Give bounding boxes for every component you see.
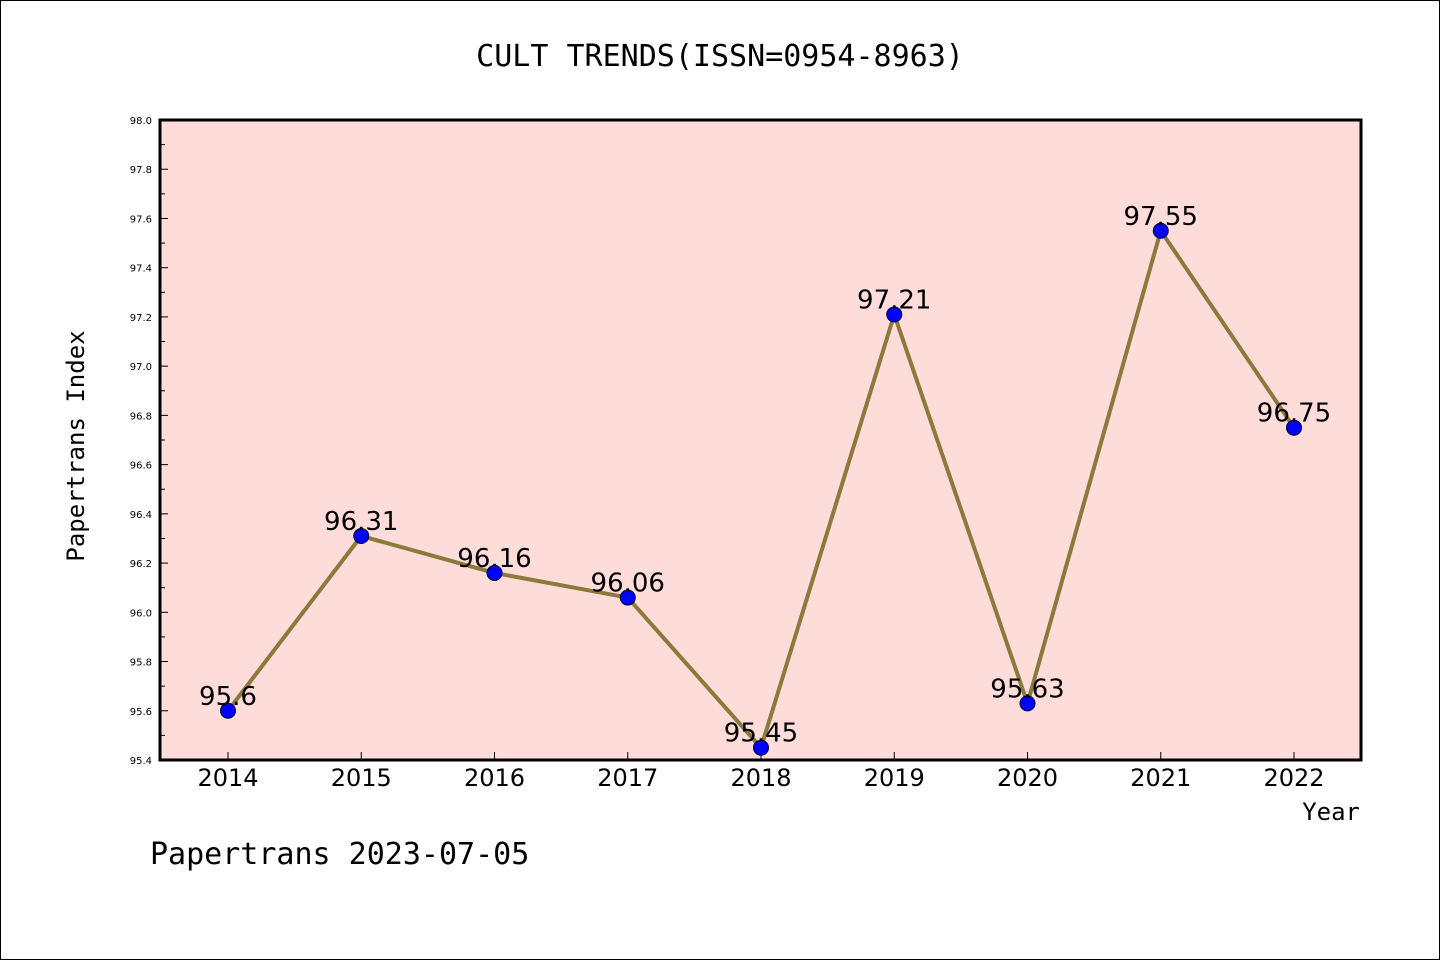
y-tick-label: 95.4	[130, 756, 152, 767]
y-tick-label: 97.2	[130, 313, 152, 324]
data-label: 95.45	[724, 719, 798, 749]
data-point	[1019, 695, 1036, 712]
y-tick-label: 96.2	[130, 559, 152, 570]
y-axis-label: Papertrans Index	[62, 330, 90, 561]
y-tick-label: 97.4	[130, 264, 152, 275]
x-tick-label: 2015	[331, 764, 392, 792]
x-axis: 2014 2015 2016 2017 2018 2019 2020 2021 2022	[197, 752, 1325, 792]
y-tick-label: 97.6	[130, 214, 152, 225]
data-point	[619, 589, 636, 606]
data-label: 97.21	[857, 285, 931, 315]
y-tick-label: 95.8	[130, 658, 152, 669]
data-point	[886, 306, 903, 323]
data-point	[220, 702, 236, 719]
data-point	[1286, 419, 1302, 436]
x-axis-label: Year	[1302, 798, 1360, 826]
y-tick-label: 97.0	[130, 362, 152, 373]
y-tick-label: 96.4	[130, 510, 152, 521]
x-tick-label: 2014	[197, 764, 258, 792]
x-tick-label: 2021	[1130, 764, 1191, 792]
data-label: 96.75	[1257, 399, 1331, 429]
x-tick-label: 2019	[864, 764, 925, 792]
y-tick-label: 95.6	[130, 707, 152, 718]
chart-title: CULT TRENDS(ISSN=0954-8963)	[476, 39, 964, 74]
data-label: 95.63	[990, 674, 1064, 704]
x-tick-label: 2017	[597, 764, 658, 792]
data-point	[1152, 222, 1169, 239]
data-label: 95.6	[199, 682, 257, 712]
y-tick-label: 98.0	[130, 116, 152, 127]
y-tick-label: 96.6	[130, 461, 152, 472]
data-label: 97.55	[1124, 202, 1198, 232]
data-point	[486, 564, 503, 581]
footer-text: Papertrans 2023-07-05	[150, 837, 529, 872]
data-point	[753, 739, 769, 756]
x-tick-label: 2020	[997, 764, 1058, 792]
data-label: 96.16	[457, 544, 531, 574]
data-label: 96.06	[591, 569, 665, 599]
y-tick-label: 96.0	[130, 608, 152, 619]
series-group: 95.6 96.31 96.16 96.06 95.45 97.21 95.63 97.55 9…	[199, 202, 1331, 756]
x-tick-label: 2018	[730, 764, 791, 792]
data-label: 96.31	[324, 507, 398, 537]
y-tick-label: 96.8	[130, 411, 152, 422]
x-tick-label: 2016	[464, 764, 525, 792]
y-axis: 95.4 95.6 95.8 96.0 96.2 96.4 96.6 96.8 97.0 97.2…	[130, 116, 168, 767]
x-tick-label: 2022	[1263, 764, 1324, 792]
data-point	[353, 528, 370, 544]
y-tick-label: 97.8	[130, 165, 152, 176]
